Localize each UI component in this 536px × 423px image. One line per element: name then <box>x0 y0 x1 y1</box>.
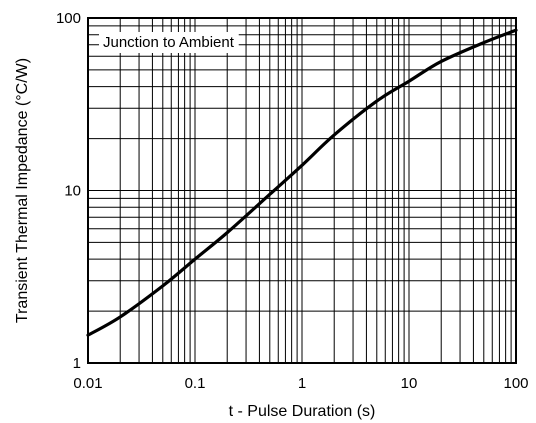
annotation-junction-to-ambient: Junction to Ambient <box>103 34 235 51</box>
x-tick-label: 100 <box>503 375 528 392</box>
x-tick-label: 0.1 <box>185 375 206 392</box>
x-tick-labels: 0.01 0.1 1 10 100 <box>73 375 528 392</box>
y-tick-label: 1 <box>73 355 81 372</box>
series-line <box>86 28 518 337</box>
plot-frame <box>87 17 517 364</box>
x-axis-label: t - Pulse Duration (s) <box>229 403 376 420</box>
annotation-background <box>99 32 239 53</box>
x-tick-label: 0.01 <box>73 375 102 392</box>
y-axis-label: Transient Thermal Impedance (°C/W) <box>14 58 31 323</box>
x-tick-label: 10 <box>401 375 418 392</box>
y-tick-labels: 1 10 100 <box>56 10 81 372</box>
x-tick-label: 1 <box>298 375 306 392</box>
grid-lines <box>88 18 516 363</box>
y-tick-label: 100 <box>56 10 81 27</box>
y-tick-label: 10 <box>64 183 81 200</box>
